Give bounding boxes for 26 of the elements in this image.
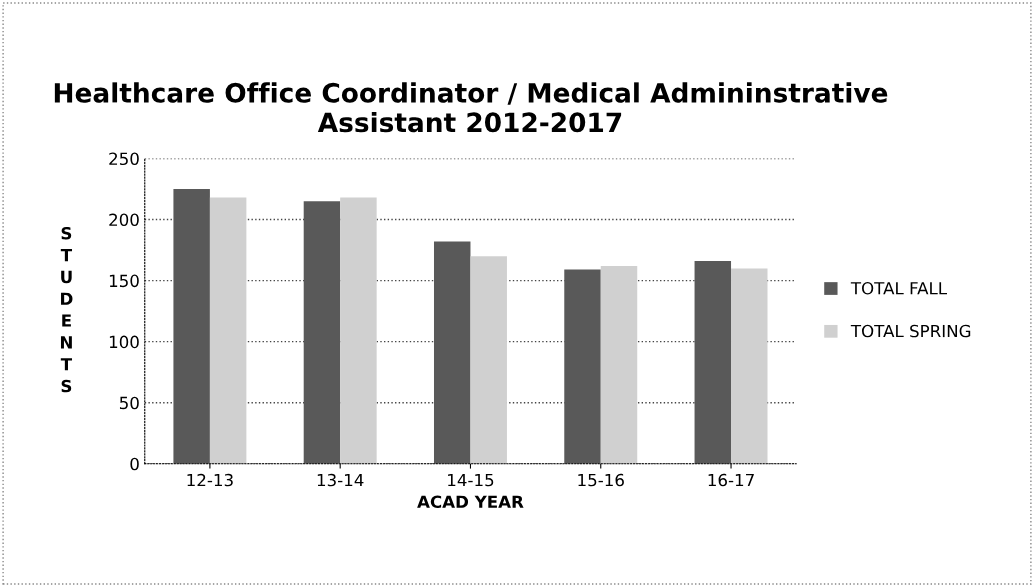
x-tick-label: 13-14 [317, 473, 364, 487]
legend-label: TOTAL FALL [850, 281, 947, 295]
bar [564, 269, 601, 464]
chart-title: Healthcare Office Coordinator / Medical Admininstrative Assistant 2012-2017 [54, 82, 888, 133]
y-tick-label: 0 [130, 457, 139, 471]
bar [303, 201, 341, 464]
y-tick-label: 200 [109, 213, 139, 227]
legend-label: TOTAL SPRING [850, 324, 971, 338]
x-axis-title: ACAD YEAR [417, 495, 524, 509]
y-tick-label: 150 [109, 274, 139, 288]
bar [694, 261, 732, 464]
y-tick-label: 50 [119, 396, 139, 410]
y-tick-label: 100 [109, 335, 139, 349]
x-tick-label: 15-16 [578, 473, 624, 487]
x-tick-label: 12-13 [187, 473, 233, 487]
bar [470, 256, 507, 464]
bar [600, 265, 638, 464]
bar [731, 268, 768, 464]
x-tick-label: 14-15 [448, 473, 494, 487]
x-tick-label: 16-17 [708, 473, 754, 487]
bar [209, 197, 247, 464]
y-tick-label: 250 [109, 152, 139, 166]
bar [173, 189, 210, 464]
y-axis-title: STUDENTS [60, 226, 73, 393]
bar [433, 241, 471, 464]
bar [340, 197, 377, 464]
